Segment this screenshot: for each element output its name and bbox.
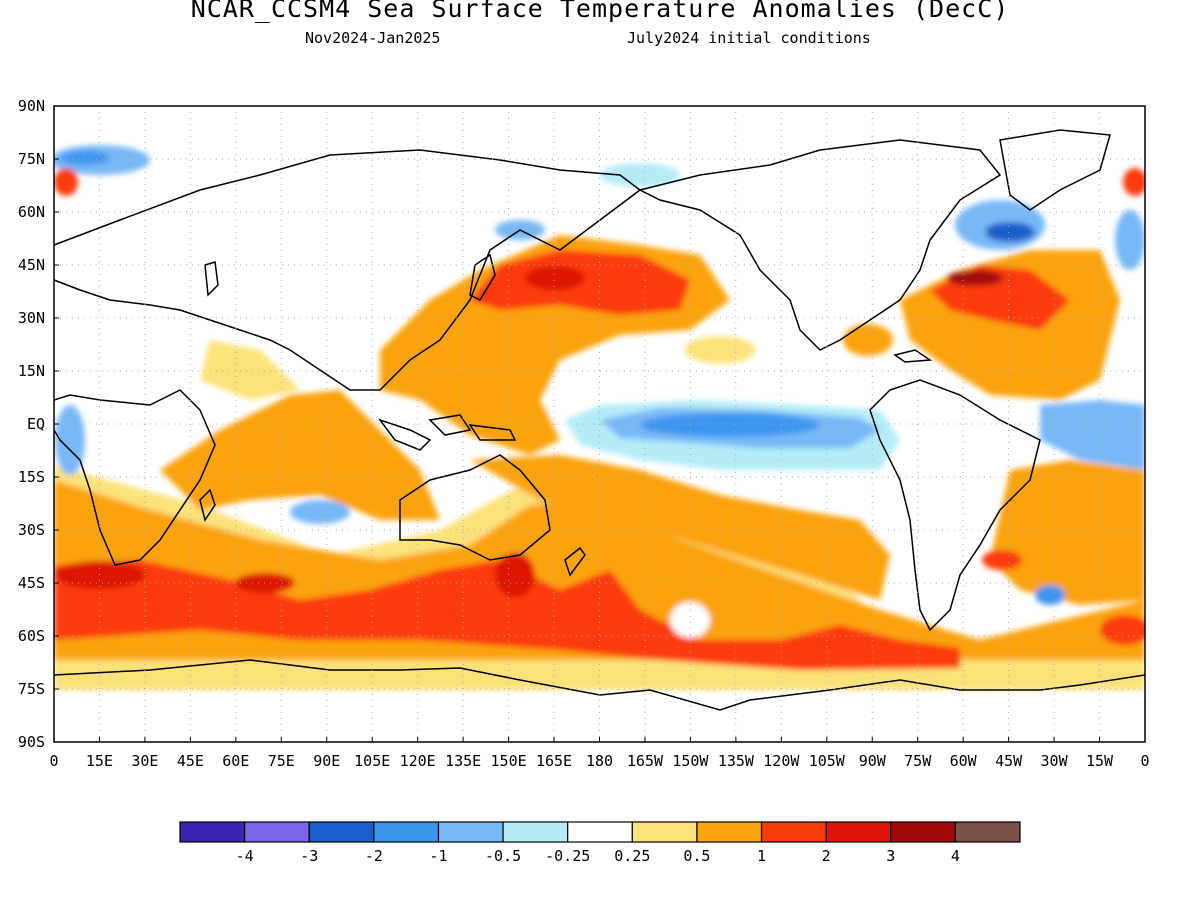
colorbar-label: 1 <box>757 847 766 865</box>
colorbar-swatch <box>954 821 1021 843</box>
colorbar-swatch <box>179 821 246 843</box>
lon-label: 0 <box>49 752 58 770</box>
lon-label: 45E <box>177 752 204 770</box>
lon-label: 90E <box>313 752 340 770</box>
grid-lines <box>54 106 1145 742</box>
colorbar-swatch <box>696 821 763 843</box>
lon-label: 0 <box>1140 752 1149 770</box>
lon-label: 150E <box>491 752 527 770</box>
colorbar-label: -3 <box>300 847 318 865</box>
lon-label: 90W <box>859 752 887 770</box>
lon-label: 165W <box>627 752 664 770</box>
colorbar-swatch <box>308 821 375 843</box>
lon-label: 60W <box>950 752 978 770</box>
colorbar-label: -2 <box>365 847 383 865</box>
map-title: NCAR_CCSM4 Sea Surface Temperature Anoma… <box>190 0 1010 23</box>
colorbar-swatch <box>502 821 569 843</box>
colorbar-label: 0.5 <box>683 847 710 865</box>
colorbar-label: 3 <box>886 847 895 865</box>
colorbar-swatch <box>825 821 892 843</box>
lon-label: 30E <box>131 752 158 770</box>
colorbar <box>179 821 1021 843</box>
colorbar-label: -1 <box>429 847 447 865</box>
lat-label: 15S <box>18 468 45 486</box>
lat-label: 60S <box>18 627 45 645</box>
lon-label: 105E <box>354 752 390 770</box>
lon-label: 105W <box>809 752 846 770</box>
colorbar-swatch <box>373 821 440 843</box>
colorbar-label: 0.25 <box>614 847 650 865</box>
colorbar-swatch <box>631 821 698 843</box>
lon-label: 120E <box>400 752 436 770</box>
colorbar-swatch <box>244 821 310 843</box>
lat-label: 60N <box>18 203 45 221</box>
colorbar-swatch <box>437 821 504 843</box>
lon-label: 30W <box>1041 752 1069 770</box>
colorbar-label: -0.25 <box>545 847 590 865</box>
lat-label: EQ <box>27 415 45 433</box>
lat-label: 90S <box>18 733 45 751</box>
latitude-axis: 90N 75N 60N 45N 30N 15N EQ 15S 30S 45S 60S 75S 90S <box>18 97 59 751</box>
lon-label: 165E <box>536 752 572 770</box>
colorbar-label: 4 <box>951 847 960 865</box>
colorbar-label: -0.5 <box>485 847 521 865</box>
lat-label: 45S <box>18 574 45 592</box>
lon-label: 180 <box>586 752 613 770</box>
lat-label: 75S <box>18 680 45 698</box>
lat-label: 15N <box>18 362 45 380</box>
lon-label: 75W <box>904 752 932 770</box>
colorbar-labels: -4 -3 -2 -1 -0.5 -0.25 0.25 0.5 1 2 3 4 <box>236 847 960 865</box>
lon-label: 60E <box>222 752 249 770</box>
lat-label: 90N <box>18 97 45 115</box>
colorbar-swatch <box>760 821 827 843</box>
lat-label: 75N <box>18 150 45 168</box>
colorbar-label: -4 <box>236 847 254 865</box>
forecast-period: Nov2024-Jan2025 <box>305 29 441 47</box>
lat-label: 45N <box>18 256 45 274</box>
lon-label: 75E <box>268 752 295 770</box>
land-outlines <box>53 129 1146 711</box>
lon-label: 120W <box>763 752 800 770</box>
lat-label: 30S <box>18 521 45 539</box>
lon-label: 150W <box>672 752 709 770</box>
initial-conditions: July2024 initial conditions <box>627 29 871 47</box>
longitude-axis: 0 15E 30E 45E 60E 75E 90E 105E 120E 135E 150E 165E 1… <box>49 737 1150 770</box>
lon-label: 15W <box>1086 752 1114 770</box>
colorbar-swatch <box>890 821 956 843</box>
lon-label: 135W <box>718 752 755 770</box>
colorbar-swatch <box>567 821 633 843</box>
colorbar-label: 2 <box>822 847 831 865</box>
lat-label: 30N <box>18 309 45 327</box>
lon-label: 15E <box>86 752 113 770</box>
lon-label: 45W <box>995 752 1023 770</box>
lon-label: 135E <box>445 752 481 770</box>
